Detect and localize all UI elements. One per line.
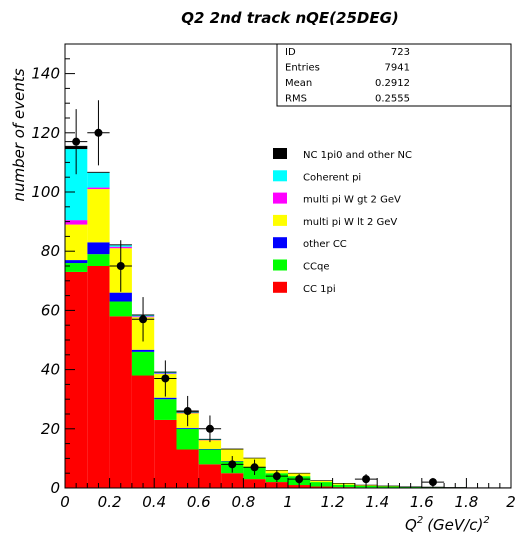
stats-label-3: RMS <box>285 94 307 105</box>
legend-label-1: Coherent pi <box>303 172 361 183</box>
legend-swatch-3 <box>273 214 287 226</box>
data-point-7 <box>228 460 237 469</box>
bar-segment-other-cc-bin-0 <box>65 260 88 264</box>
data-point-9 <box>272 472 281 481</box>
bar-segment-cc-1pi-bin-7 <box>221 473 244 488</box>
bar-segment-other-cc-bin-4 <box>154 397 177 400</box>
stats-value-1: 7941 <box>385 63 410 74</box>
bar-segment-other-cc-bin-5 <box>176 427 199 429</box>
x-tick-label-0: 0 <box>60 493 70 511</box>
legend-label-4: other CC <box>303 239 347 250</box>
stats-value-2: 0.2912 <box>375 78 410 89</box>
bar-segment-multi-pi-w-lt-2-gev-bin-7 <box>221 449 244 462</box>
x-tick-label-3: 0.6 <box>187 493 211 511</box>
bar-segment-ccqe-bin-2 <box>109 301 132 317</box>
bar-segment-cc-1pi-bin-6 <box>198 464 222 488</box>
bar-segment-cc-1pi-bin-4 <box>154 419 177 488</box>
legend-swatch-1 <box>273 170 287 182</box>
bar-segment-cc-1pi-bin-3 <box>131 375 155 488</box>
x-tick-label-8: 1.6 <box>410 493 434 511</box>
stats-label-2: Mean <box>285 78 312 89</box>
bar-segment-ccqe-bin-6 <box>198 449 222 465</box>
bar-segment-cc-1pi-bin-5 <box>176 449 199 488</box>
legend-label-3: multi pi W lt 2 GeV <box>303 217 397 228</box>
bar-segment-multi-pi-w-lt-2-gev-bin-11 <box>310 480 333 483</box>
bar-segment-ccqe-bin-3 <box>131 351 155 376</box>
x-tick-label-10: 2 <box>506 493 516 511</box>
bar-segment-multi-pi-w-gt-2-gev-bin-1 <box>87 187 110 190</box>
data-point-4 <box>161 374 170 383</box>
y-tick-label-6: 120 <box>31 124 60 142</box>
y-tick-label-0: 0 <box>50 479 60 497</box>
data-point-3 <box>139 315 148 324</box>
data-point-1 <box>94 128 103 137</box>
data-point-8 <box>250 463 259 472</box>
data-point-2 <box>116 262 125 270</box>
bar-segment-ccqe-bin-0 <box>65 263 88 272</box>
x-tick-label-7: 1.4 <box>365 493 389 511</box>
y-tick-label-3: 60 <box>41 301 60 319</box>
legend-swatch-0 <box>273 148 287 159</box>
bar-segment-multi-pi-w-lt-2-gev-bin-6 <box>198 440 222 449</box>
bar-segment-cc-1pi-bin-1 <box>87 266 110 488</box>
bar-segment-other-cc-bin-3 <box>131 349 155 352</box>
bar-segment-coherent-pi-bin-1 <box>87 172 110 188</box>
legend-label-6: CC 1pi <box>303 284 336 295</box>
stats-label-0: ID <box>285 47 296 58</box>
x-axis-label-unit: (GeV/c) <box>427 516 483 534</box>
y-tick-label-1: 20 <box>41 420 60 438</box>
bar-segment-other-cc-bin-6 <box>198 448 222 450</box>
stats-value-0: 723 <box>391 47 410 58</box>
legend-swatch-5 <box>273 259 287 271</box>
bar-segment-coherent-pi-bin-0 <box>65 149 88 221</box>
legend-swatch-2 <box>273 192 287 204</box>
y-tick-label-4: 80 <box>41 242 60 260</box>
bar-segment-multi-pi-w-lt-2-gev-bin-1 <box>87 189 110 243</box>
x-tick-label-6: 1.2 <box>321 493 345 511</box>
x-tick-label-1: 0.2 <box>98 493 122 511</box>
data-point-12 <box>428 478 437 487</box>
y-tick-label-2: 40 <box>41 361 60 379</box>
x-axis-label: Q2 (GeV/c)2 <box>405 515 490 534</box>
x-tick-label-9: 1.8 <box>454 493 478 511</box>
stats-label-1: Entries <box>285 63 320 74</box>
y-tick-label-7: 140 <box>31 65 60 83</box>
bar-segment-ccqe-bin-4 <box>154 399 177 420</box>
y-tick-label-5: 100 <box>31 183 60 201</box>
data-point-0 <box>72 137 81 146</box>
legend-label-2: multi pi W gt 2 GeV <box>303 195 401 206</box>
legend-swatch-4 <box>273 237 287 249</box>
stats-box: ID 723 Entries 7941 Mean 0.2912 RMS 0.2555 <box>276 43 512 107</box>
data-point-10 <box>295 475 304 484</box>
legend: NC 1pi0 and other NC Coherent pi multi pi … <box>273 148 412 295</box>
data-points <box>65 100 445 487</box>
stats-value-3: 0.2555 <box>375 94 410 105</box>
bar-segment-other-cc-bin-2 <box>109 292 132 302</box>
data-point-11 <box>362 475 371 484</box>
bar-segment-multi-pi-w-lt-2-gev-bin-0 <box>65 224 88 261</box>
bar-segment-cc-1pi-bin-2 <box>109 316 132 488</box>
data-point-5 <box>183 407 192 416</box>
bar-segment-ccqe-bin-1 <box>87 254 110 266</box>
legend-label-5: CCqe <box>303 262 329 273</box>
data-point-6 <box>205 424 214 433</box>
x-tick-label-2: 0.4 <box>142 493 166 511</box>
x-tick-label-5: 1 <box>283 493 293 511</box>
x-axis-label-main: Q <box>405 516 417 534</box>
chart-title: Q2 2nd track nQE(25DEG) <box>181 9 399 27</box>
bar-segment-other-cc-bin-1 <box>87 242 110 255</box>
stats-box-frame <box>276 43 512 107</box>
bar-segment-cc-1pi-bin-0 <box>65 271 88 488</box>
x-tick-label-4: 0.8 <box>231 493 255 511</box>
legend-label-0: NC 1pi0 and other NC <box>303 150 412 161</box>
axes: 0 0.2 0.4 0.6 0.8 1 1.2 1.4 1.6 1.8 20204060801001… <box>31 43 516 511</box>
bar-segment-multi-pi-w-gt-2-gev-bin-0 <box>65 220 88 225</box>
bar-segment-ccqe-bin-5 <box>176 428 199 450</box>
x-axis-label-sup2: 2 <box>483 515 489 526</box>
x-axis-label-sup1: 2 <box>417 515 423 526</box>
y-axis-label: number of events <box>10 68 28 201</box>
legend-swatch-6 <box>273 281 287 293</box>
